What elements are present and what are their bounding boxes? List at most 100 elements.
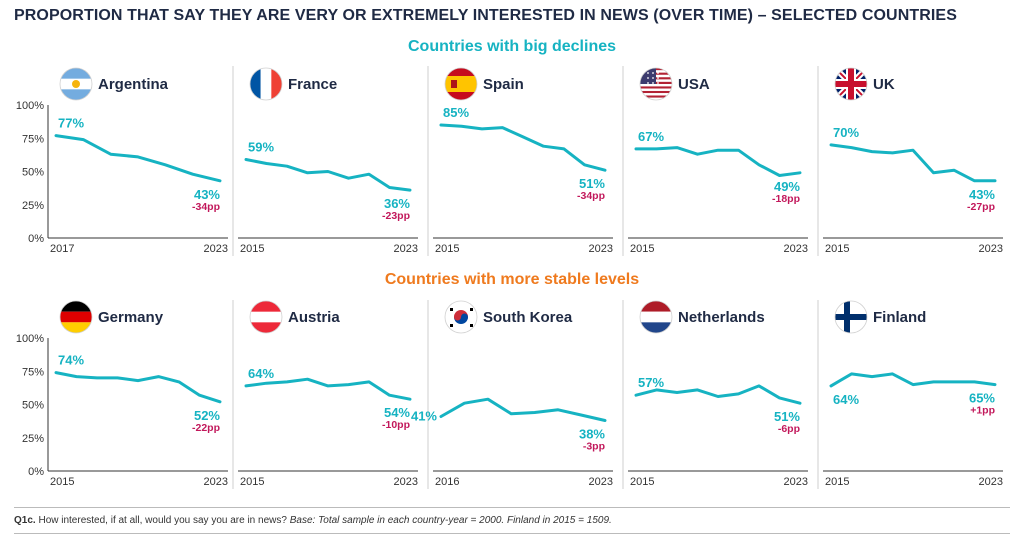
y-tick-label: 25%	[22, 433, 44, 445]
austria-flag	[249, 300, 283, 334]
series-line	[244, 158, 412, 192]
x-tick-label: 2023	[784, 476, 808, 488]
change-label: -34pp	[577, 190, 605, 202]
footnote-base: Base: Total sample in each country-year …	[289, 515, 612, 526]
chart-panel: USA 2015 2023 67% 49%-18pp	[628, 66, 819, 256]
end-value-label: 52%	[194, 408, 220, 423]
country-label: USA	[678, 76, 710, 93]
change-label: -3pp	[583, 440, 605, 452]
change-label: +1pp	[970, 405, 995, 417]
change-label: -10pp	[382, 419, 410, 431]
x-tick-label: 2015	[240, 243, 264, 255]
argentina-flag	[59, 67, 93, 101]
footnote-bottom-rule	[14, 533, 1010, 534]
change-label: -23pp	[382, 210, 410, 222]
footnote-top-rule	[14, 507, 1010, 508]
start-value-label: 57%	[638, 375, 664, 390]
chart-panel: Austria 2015 2023 64% 54%-10pp	[238, 300, 429, 489]
end-value-label: 51%	[579, 176, 605, 191]
chart-panel: UK 2015 2023 70% 43%-27pp	[823, 67, 1003, 255]
x-tick-label: 2015	[825, 476, 849, 488]
end-value-label: 38%	[579, 426, 605, 441]
change-label: -34pp	[192, 201, 220, 213]
x-tick-label: 2016	[435, 476, 459, 488]
end-value-label: 43%	[194, 187, 220, 202]
chart-panel: France 2015 2023 59% 36%-23pp	[238, 66, 429, 256]
y-tick-label: 25%	[22, 200, 44, 212]
x-tick-label: 2023	[979, 243, 1003, 255]
uk-flag	[834, 67, 868, 101]
series-line	[54, 371, 222, 404]
series-line	[439, 397, 607, 422]
series-line	[634, 146, 802, 177]
start-value-label: 70%	[833, 125, 859, 140]
change-label: -6pp	[778, 423, 800, 435]
footnote-question: How interested, if at all, would you say…	[35, 515, 290, 526]
start-value-label: 41%	[411, 408, 437, 423]
end-value-label: 51%	[774, 409, 800, 424]
country-label: UK	[873, 76, 895, 93]
y-tick-label: 75%	[22, 133, 44, 145]
x-tick-label: 2023	[204, 243, 228, 255]
x-tick-label: 2017	[50, 243, 74, 255]
y-tick-label: 75%	[22, 366, 44, 378]
end-value-label: 65%	[969, 391, 995, 406]
end-value-label: 36%	[384, 196, 410, 211]
start-value-label: 85%	[443, 105, 469, 120]
start-value-label: 77%	[58, 116, 84, 131]
y-tick-label: 0%	[28, 466, 44, 478]
chart-panel: Netherlands 2015 2023 57% 51%-6pp	[628, 300, 819, 489]
x-tick-label: 2015	[825, 243, 849, 255]
start-value-label: 74%	[58, 353, 84, 368]
france-flag	[249, 67, 283, 101]
start-value-label: 64%	[248, 366, 274, 381]
footnote: Q1c. How interested, if at all, would yo…	[14, 515, 612, 526]
x-tick-label: 2023	[589, 243, 613, 255]
south-korea-flag	[444, 300, 478, 334]
small-multiples-charts: 0% 25% 50% 75% 100% 0% 25% 50% 75% 100% Argentina 2…	[16, 66, 1003, 489]
series-line	[829, 372, 997, 388]
x-tick-label: 2015	[435, 243, 459, 255]
x-tick-label: 2015	[240, 476, 264, 488]
country-label: South Korea	[483, 309, 573, 326]
spain-flag	[444, 67, 478, 101]
x-tick-label: 2023	[394, 243, 418, 255]
chart-panel: Spain 2015 2023 85% 51%-34pp	[433, 66, 624, 256]
change-label: -27pp	[967, 201, 995, 213]
x-tick-label: 2023	[589, 476, 613, 488]
x-tick-label: 2023	[784, 243, 808, 255]
chart-panel: Finland 2015 2023 64% 65%+1pp	[823, 300, 1003, 488]
country-label: Netherlands	[678, 309, 765, 326]
chart-panel: South Korea 2016 2023 41% 38%-3pp	[411, 300, 624, 489]
x-tick-label: 2015	[630, 476, 654, 488]
y-tick-label: 0%	[28, 233, 44, 245]
germany-flag	[59, 300, 93, 334]
series-line	[244, 377, 412, 401]
y-tick-label: 50%	[22, 400, 44, 412]
country-label: Argentina	[98, 76, 169, 93]
chart-panel: Germany 2015 2023 74% 52%-22pp	[47, 300, 234, 489]
series-line	[829, 143, 997, 183]
x-tick-label: 2015	[50, 476, 74, 488]
end-value-label: 49%	[774, 179, 800, 194]
section-heading-stable-levels: Countries with more stable levels	[384, 271, 640, 288]
end-value-label: 54%	[384, 405, 410, 420]
finland-flag	[834, 300, 868, 334]
usa-flag	[639, 67, 673, 101]
change-label: -18pp	[772, 193, 800, 205]
series-line	[54, 134, 222, 183]
country-label: Finland	[873, 309, 926, 326]
y-tick-label: 100%	[16, 333, 44, 345]
x-tick-label: 2015	[630, 243, 654, 255]
section-heading-big-declines: Countries with big declines	[407, 38, 617, 55]
footnote-question-code: Q1c.	[14, 515, 36, 526]
country-label: France	[288, 76, 337, 93]
netherlands-flag	[639, 300, 673, 334]
chart-panel: Argentina 2017 2023 77% 43%-34pp	[47, 66, 234, 256]
country-label: Austria	[288, 309, 340, 326]
x-tick-label: 2023	[204, 476, 228, 488]
series-line	[634, 384, 802, 405]
change-label: -22pp	[192, 422, 220, 434]
start-value-label: 67%	[638, 129, 664, 144]
start-value-label: 59%	[248, 140, 274, 155]
